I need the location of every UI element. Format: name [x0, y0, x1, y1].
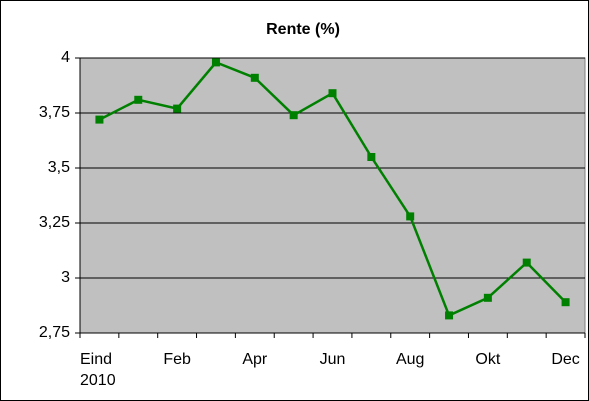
marker — [250, 73, 259, 82]
marker — [522, 258, 531, 267]
marker — [289, 111, 298, 120]
marker — [483, 293, 492, 302]
x-tick-label: Aug — [395, 351, 425, 368]
y-tick-label: 4 — [61, 49, 70, 66]
marker — [211, 58, 220, 67]
y-tick-label: 2,75 — [39, 324, 70, 341]
marker — [173, 104, 182, 113]
x-tick-label: Feb — [163, 351, 191, 368]
y-tick-label: 3,5 — [48, 159, 70, 176]
marker — [445, 311, 454, 320]
x-tick-label: Apr — [242, 351, 268, 368]
marker — [367, 153, 376, 161]
marker — [561, 298, 570, 307]
y-tick-label: 3,25 — [39, 214, 70, 231]
y-tick-label: 3,75 — [39, 104, 70, 121]
marker — [134, 95, 143, 104]
marker — [95, 115, 104, 124]
plot-area — [79, 57, 586, 334]
chart-title: Rente (%) — [266, 21, 340, 38]
marker — [328, 89, 337, 98]
x-tick-label: Eind 2010 — [80, 351, 116, 389]
x-tick-label: Dec — [551, 351, 580, 368]
y-tick-label: 3 — [61, 269, 70, 286]
x-tick-label: Jun — [319, 351, 346, 368]
x-tick-label: Okt — [475, 351, 501, 368]
marker — [406, 212, 415, 221]
